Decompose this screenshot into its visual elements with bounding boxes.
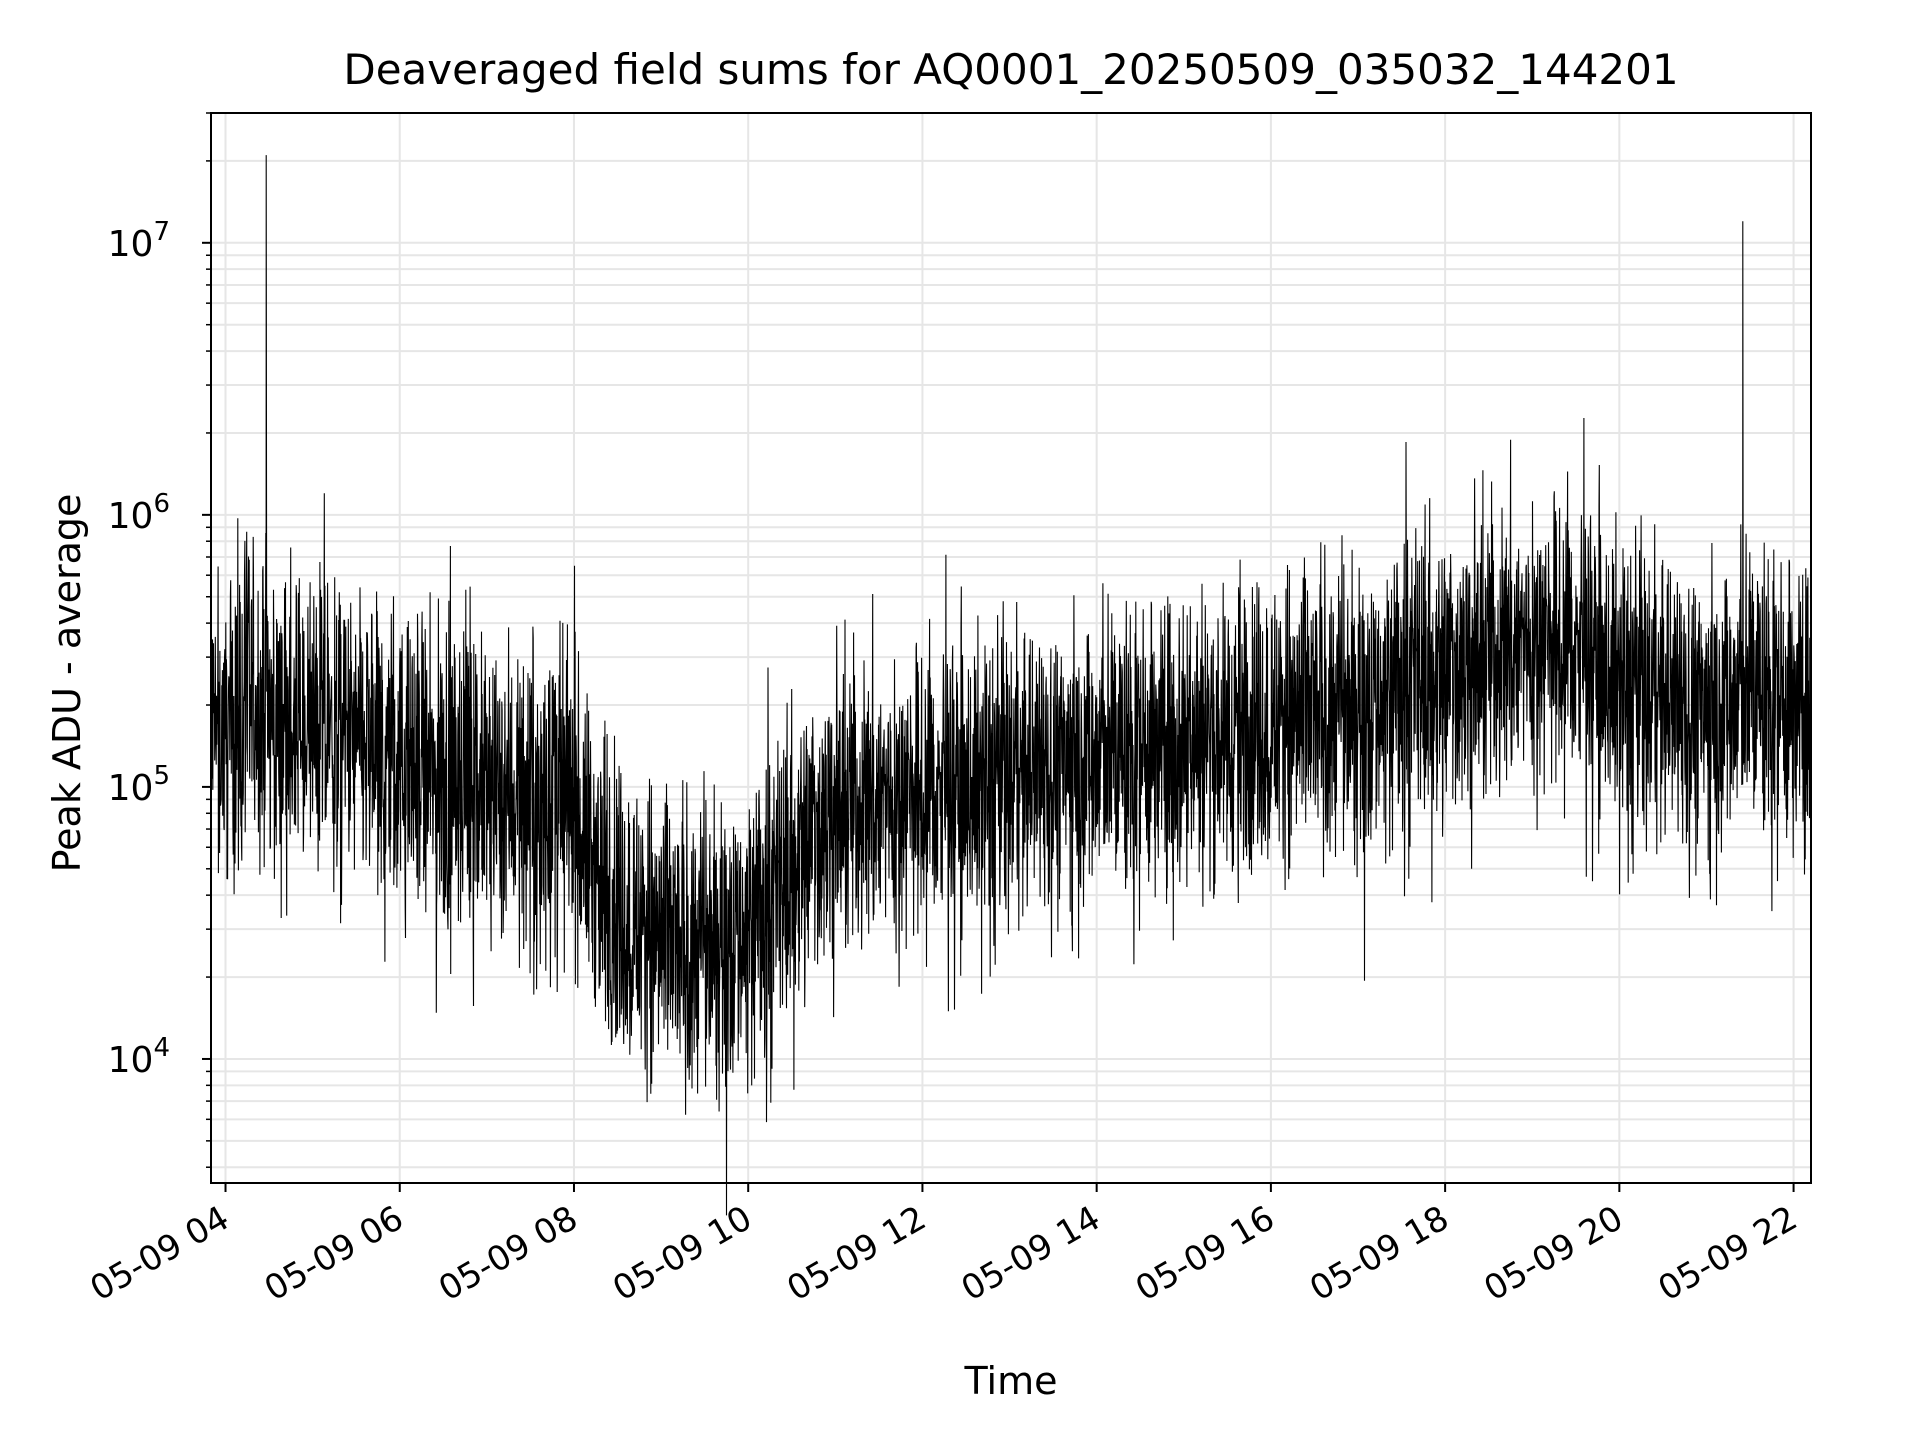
data-layer — [210, 155, 1812, 1216]
series-line — [210, 155, 1812, 1216]
x-axis-label: Time — [964, 1359, 1058, 1403]
chart-title: Deaveraged field sums for AQ0001_2025050… — [343, 45, 1678, 94]
y-tick-label: 107 — [108, 217, 170, 265]
y-tick-label: 106 — [108, 489, 170, 537]
y-tick-label: 104 — [108, 1033, 170, 1081]
y-tick-label: 105 — [108, 761, 170, 809]
plot-frame — [210, 112, 1812, 1184]
y-axis-label: Peak ADU - average — [45, 494, 89, 873]
